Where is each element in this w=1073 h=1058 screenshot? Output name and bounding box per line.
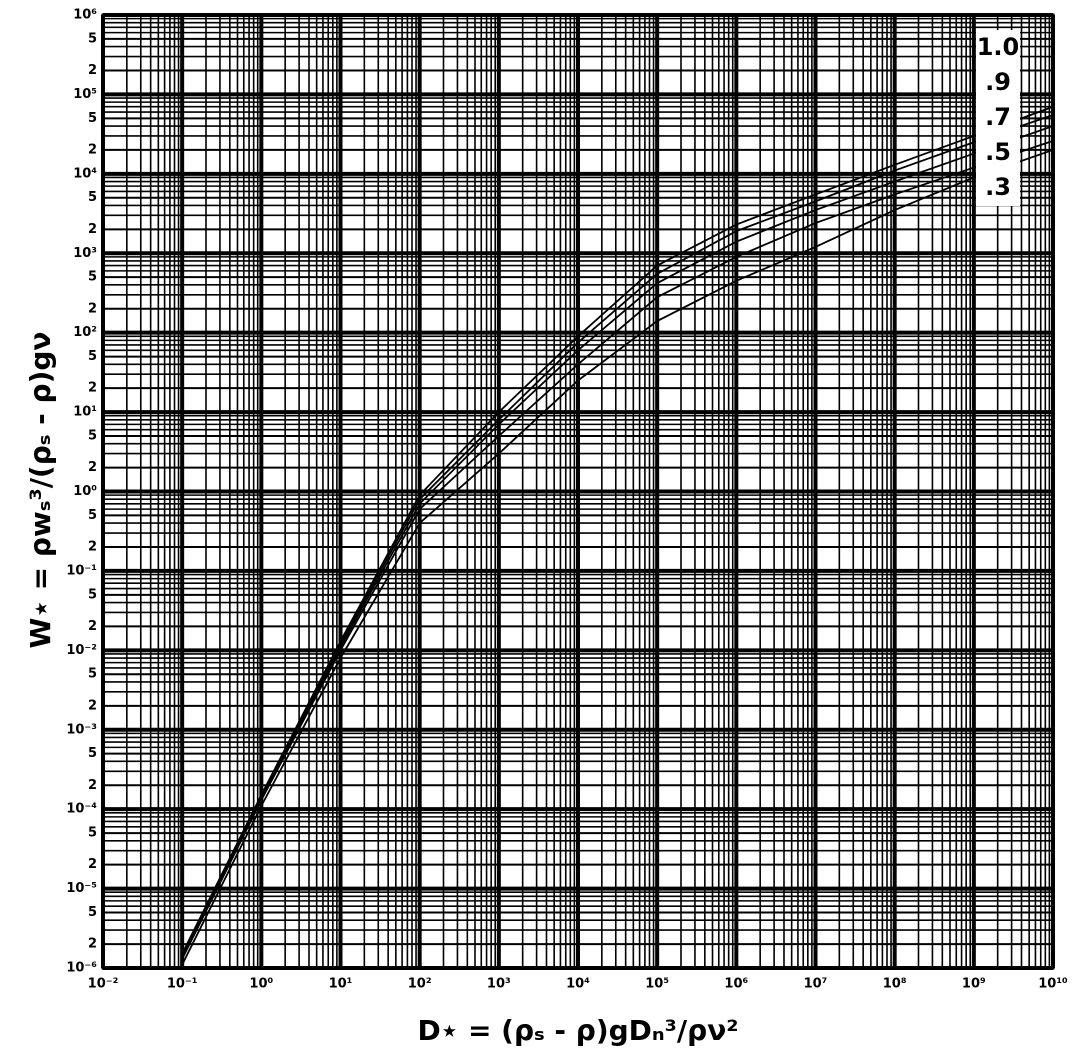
y-tick-label: 5 [88, 826, 97, 841]
x-tick-label: 10⁷ [804, 977, 828, 992]
y-tick-label: 2 [88, 63, 97, 78]
y-tick-label: 10⁰ [73, 484, 97, 499]
curves [181, 105, 1054, 966]
y-tick-label: 5 [88, 746, 97, 761]
y-tick-label: 10⁻⁶ [66, 961, 97, 976]
x-tick-label: 10³ [487, 977, 511, 992]
y-tick-label: 5 [88, 905, 97, 920]
curve-label: .5 [985, 138, 1011, 166]
x-tick-label: 10¹⁰ [1038, 977, 1068, 992]
curve-label: .9 [985, 68, 1011, 96]
y-tick-label: 5 [88, 190, 97, 205]
y-tick-label: 10³ [73, 246, 97, 261]
legend-box [976, 30, 1020, 206]
curve [181, 140, 1054, 960]
y-tick-label: 5 [88, 587, 97, 602]
curve-label: .7 [985, 103, 1011, 131]
curve [181, 149, 1054, 966]
curve [181, 125, 1054, 957]
x-tick-label: 10⁻² [88, 977, 119, 992]
y-tick-label: 10⁻⁵ [66, 881, 97, 896]
y-tick-label: 2 [88, 937, 97, 952]
y-tick-label: 5 [88, 508, 97, 523]
y-tick-label: 10⁻⁴ [66, 802, 97, 817]
y-tick-label: 2 [88, 222, 97, 237]
curve [181, 114, 1054, 955]
y-tick-label: 10⁵ [73, 87, 97, 102]
y-tick-label: 2 [88, 619, 97, 634]
y-tick-label: 5 [88, 667, 97, 682]
y-tick-label: 10⁻² [66, 643, 97, 658]
y-tick-label: 5 [88, 270, 97, 285]
curve-label: 1.0 [977, 33, 1020, 61]
y-tick-label: 10² [73, 325, 97, 340]
grid [101, 13, 1055, 970]
y-tick-label: 5 [88, 31, 97, 46]
x-tick-label: 10⁶ [724, 977, 748, 992]
y-tick-label: 2 [88, 857, 97, 872]
x-tick-label: 10⁰ [249, 977, 273, 992]
x-tick-label: 10¹ [329, 977, 353, 992]
curve [181, 105, 1054, 955]
x-tick-label: 10⁴ [566, 977, 590, 992]
y-tick-label: 2 [88, 778, 97, 793]
x-tick-label: 10² [408, 977, 432, 992]
y-tick-label: 2 [88, 142, 97, 157]
x-tick-label: 10⁻¹ [167, 977, 198, 992]
y-tick-label: 5 [88, 111, 97, 126]
y-tick-label: 2 [88, 540, 97, 555]
y-tick-label: 2 [88, 460, 97, 475]
y-tick-label: 10⁶ [73, 8, 97, 23]
y-tick-label: 2 [88, 698, 97, 713]
x-axis-label: D⋆ = (ρₛ - ρ)gDₙ³/ρν² [417, 1014, 738, 1047]
x-tick-label: 10⁹ [962, 977, 986, 992]
y-tick-label: 10⁻¹ [66, 563, 97, 578]
curve-label: .3 [985, 173, 1011, 201]
labels: 10⁻² 10⁻¹ 10⁰ 10¹ 10² 10³ 10⁴ 10⁵ 10⁶ 10⁷ 10⁸ 10⁹ 10… [66, 8, 1068, 992]
y-tick-label: 5 [88, 349, 97, 364]
x-tick-label: 10⁸ [883, 977, 907, 992]
y-tick-label: 10⁴ [73, 166, 97, 181]
y-tick-label: 5 [88, 428, 97, 443]
y-tick-label: 2 [88, 381, 97, 396]
y-tick-label: 10⁻³ [66, 722, 97, 737]
y-axis-label: W⋆ = ρwₛ³/(ρₛ - ρ)gν [24, 331, 57, 648]
y-tick-label: 10¹ [73, 405, 97, 420]
y-tick-label: 2 [88, 301, 97, 316]
x-tick-label: 10⁵ [645, 977, 669, 992]
